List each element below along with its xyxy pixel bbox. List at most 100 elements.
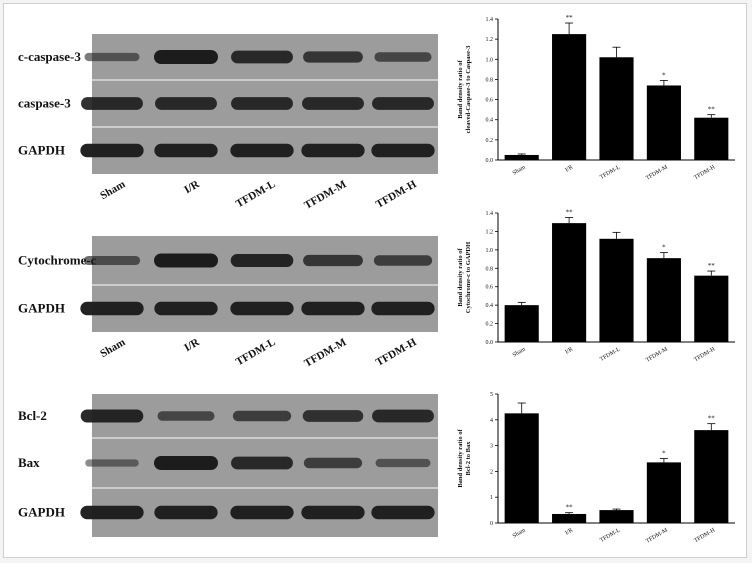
y-tick-label: 0.0 [486, 158, 494, 164]
blot-band [83, 255, 141, 266]
x-tick-label: TFDM-H [693, 346, 716, 363]
y-tick-label: 5 [490, 392, 493, 398]
y-tick-label: 1.0 [486, 57, 494, 63]
y-tick-label: 1.2 [486, 229, 494, 235]
bar [552, 223, 587, 342]
blot-row-label: GAPDH [18, 143, 65, 158]
y-tick-label: 0.6 [486, 285, 494, 291]
blot-row-label: Bcl-2 [18, 408, 47, 423]
blot-band [80, 505, 144, 520]
blot-band [303, 457, 363, 469]
bar [504, 305, 539, 342]
bar [646, 462, 681, 523]
blot-band [231, 50, 293, 64]
y-tick-label: 0.2 [486, 138, 494, 144]
y-tick-label: 4 [490, 418, 493, 424]
y-tick-label: 1.2 [486, 37, 494, 43]
bar [552, 513, 587, 523]
blot-band [301, 143, 365, 158]
blot-band [301, 505, 365, 520]
blot-band [230, 143, 294, 158]
y-tick-label: 1.4 [486, 17, 494, 23]
y-tick-label: 1.4 [486, 211, 494, 217]
y-axis-label: Bcl-2 to Bax [465, 441, 472, 476]
blot-band [80, 301, 144, 316]
bar [552, 34, 587, 160]
blot-panel-2 [92, 236, 438, 332]
y-tick-label: 1.0 [486, 248, 494, 254]
blot-band [81, 97, 143, 110]
y-axis-label: Band density ratio of [457, 248, 464, 307]
significance-marker: ** [566, 209, 574, 217]
bar [599, 510, 634, 523]
x-tick-label: Sham [512, 527, 527, 539]
bar [646, 85, 681, 160]
blot-row-label: caspase-3 [18, 96, 71, 111]
blot-lane-label: TFDM-H [374, 336, 419, 369]
significance-marker: ** [708, 415, 716, 423]
blot-band [154, 456, 218, 470]
x-tick-label: Sham [512, 346, 527, 358]
blot-band [230, 253, 294, 268]
blot-band [303, 51, 363, 63]
bar [694, 275, 729, 342]
blot-band [154, 50, 218, 64]
blot-band [80, 409, 144, 423]
blot-band [154, 143, 218, 158]
blot-band [155, 97, 217, 110]
blot-band [84, 52, 140, 62]
blot-lane-label: I/R [182, 336, 202, 355]
x-tick-label: TFDM-H [693, 527, 716, 544]
bar [599, 238, 634, 342]
x-tick-label: TFDM-M [645, 346, 669, 364]
y-tick-label: 1 [490, 495, 493, 501]
y-tick-label: 0.4 [486, 118, 494, 124]
significance-marker: * [662, 450, 666, 458]
y-tick-label: 0.2 [486, 322, 494, 328]
bar [694, 117, 729, 160]
blot-band [373, 255, 433, 266]
y-tick-label: 0.8 [486, 266, 494, 272]
y-tick-label: 2 [490, 469, 493, 475]
blot-band [232, 410, 292, 422]
y-tick-label: 0 [490, 521, 493, 527]
x-tick-label: TFDM-L [599, 527, 622, 544]
blot-band [303, 254, 363, 267]
blot-band [230, 301, 294, 316]
blot-band [375, 458, 431, 468]
blot-lane-label: TFDM-M [302, 178, 349, 212]
significance-marker: ** [708, 262, 716, 270]
x-tick-label: I/R [564, 165, 574, 174]
bar [646, 258, 681, 342]
significance-marker: * [662, 71, 666, 79]
y-tick-label: 0.4 [486, 303, 494, 309]
blot-lane-label: Sham [98, 336, 127, 360]
blot-row-label: c-caspase-3 [18, 49, 81, 64]
blot-band [301, 301, 365, 316]
blot-band [371, 505, 435, 520]
significance-marker: ** [708, 106, 716, 114]
blot-lane-label: TFDM-M [302, 336, 349, 370]
y-axis-label: Cytochrome-c to GAPDH [465, 242, 472, 313]
blot-row-label: Cytochrome-c [18, 253, 97, 268]
blot-band [371, 301, 435, 316]
blot-band [372, 409, 434, 423]
blot-band [372, 97, 434, 110]
y-tick-label: 0.0 [486, 340, 494, 346]
blot-band [157, 411, 215, 421]
y-tick-label: 0.8 [486, 77, 494, 83]
x-tick-label: TFDM-L [599, 346, 622, 363]
blot-band [374, 52, 432, 62]
bar [504, 154, 539, 160]
blot-band [154, 301, 218, 316]
significance-marker: ** [566, 14, 574, 22]
blot-band [231, 97, 293, 110]
blot-band [302, 97, 364, 110]
x-tick-label: I/R [564, 528, 574, 537]
blot-row-label: Bax [18, 455, 40, 470]
bar [694, 430, 729, 523]
x-tick-label: TFDM-M [645, 527, 669, 545]
blot-lane-label: TFDM-L [234, 336, 278, 368]
y-axis-label: Band density ratio of [457, 60, 464, 119]
